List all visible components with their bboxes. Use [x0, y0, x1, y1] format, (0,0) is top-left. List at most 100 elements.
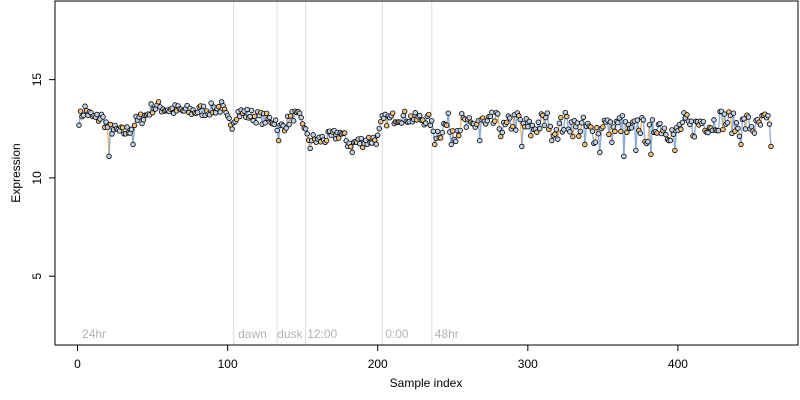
data-point: [296, 110, 303, 116]
data-point: [528, 132, 534, 139]
data-point: [535, 119, 542, 125]
data-point: [412, 110, 418, 116]
data-point: [137, 111, 144, 117]
data-point: [594, 124, 600, 131]
series-segment: [623, 121, 627, 157]
data-point: [765, 112, 771, 119]
data-point: [484, 118, 490, 124]
data-point: [215, 103, 222, 110]
region-dividers: [233, 1, 433, 345]
data-point: [131, 122, 138, 129]
data-point: [432, 141, 438, 148]
data-point: [435, 128, 441, 135]
data-point: [646, 122, 653, 128]
region-label: 12:00: [307, 327, 337, 341]
data-point: [438, 135, 444, 141]
data-point: [607, 119, 614, 125]
data-point: [610, 124, 617, 130]
data-point: [730, 110, 737, 116]
data-point: [423, 120, 429, 126]
data-point: [549, 137, 555, 144]
data-point: [310, 132, 316, 138]
data-point: [517, 116, 524, 123]
data-point: [661, 125, 668, 131]
data-point: [619, 113, 626, 119]
data-point: [525, 124, 531, 130]
data-point: [654, 130, 660, 136]
data-point: [510, 123, 516, 130]
data-point: [283, 125, 289, 131]
series-segment: [132, 125, 136, 145]
series-segment: [479, 119, 482, 141]
data-point: [513, 127, 519, 133]
x-tick-label: 200: [368, 357, 388, 371]
data-point: [751, 130, 758, 136]
data-point: [107, 121, 114, 128]
x-tick-label: 400: [668, 357, 688, 371]
data-point: [768, 143, 774, 150]
series-segment: [717, 111, 721, 131]
data-point: [347, 144, 354, 150]
x-axis: 0 100 200 300 400: [74, 344, 688, 371]
data-point: [307, 145, 313, 152]
data-point: [119, 124, 126, 131]
data-point: [669, 127, 675, 133]
series-segment: [108, 124, 112, 157]
data-point: [667, 137, 674, 144]
data-point: [94, 111, 100, 118]
data-point: [526, 118, 533, 125]
data-point: [444, 122, 450, 128]
data-point: [496, 126, 502, 132]
region-label: 0:00: [385, 327, 409, 341]
data-point: [499, 129, 506, 136]
data-point: [375, 132, 381, 138]
data-point: [724, 119, 731, 126]
data-point: [274, 127, 280, 134]
data-point: [624, 129, 630, 136]
data-point: [742, 126, 749, 132]
data-point: [534, 129, 540, 135]
data-point: [266, 114, 273, 121]
data-point: [628, 125, 635, 131]
series-segment: [740, 119, 744, 145]
data-point: [453, 138, 459, 145]
data-point: [504, 119, 510, 126]
data-point: [229, 126, 235, 132]
data-point: [558, 114, 564, 121]
data-point: [275, 137, 282, 144]
data-point: [384, 123, 390, 129]
series-segment: [635, 120, 639, 151]
data-point: [733, 120, 740, 126]
data-point: [579, 120, 585, 126]
data-point: [715, 128, 722, 134]
y-tick-label: 15: [30, 73, 44, 87]
data-point: [766, 121, 773, 127]
region-label: 24hr: [82, 327, 106, 341]
data-point: [645, 139, 651, 145]
data-point: [700, 118, 707, 125]
x-axis-title: Sample index: [390, 376, 463, 390]
data-point: [738, 141, 744, 148]
data-point: [477, 137, 483, 144]
series-segment: [642, 119, 646, 142]
data-point: [748, 124, 755, 130]
data-point: [552, 131, 558, 137]
data-point: [208, 100, 214, 106]
data-point: [463, 124, 469, 130]
data-point: [445, 110, 451, 116]
data-point: [609, 139, 615, 146]
data-point: [495, 111, 501, 117]
data-point: [580, 114, 587, 120]
data-point: [691, 134, 698, 140]
data-point: [194, 109, 201, 116]
data-point: [577, 128, 584, 135]
data-point: [684, 112, 690, 118]
data-point: [106, 153, 112, 159]
data-point: [76, 122, 82, 128]
data-point: [457, 127, 463, 134]
data-point: [402, 108, 408, 115]
data-point: [757, 122, 764, 128]
region-label: 48hr: [435, 327, 459, 341]
data-point: [366, 134, 372, 141]
data-point: [649, 117, 656, 123]
